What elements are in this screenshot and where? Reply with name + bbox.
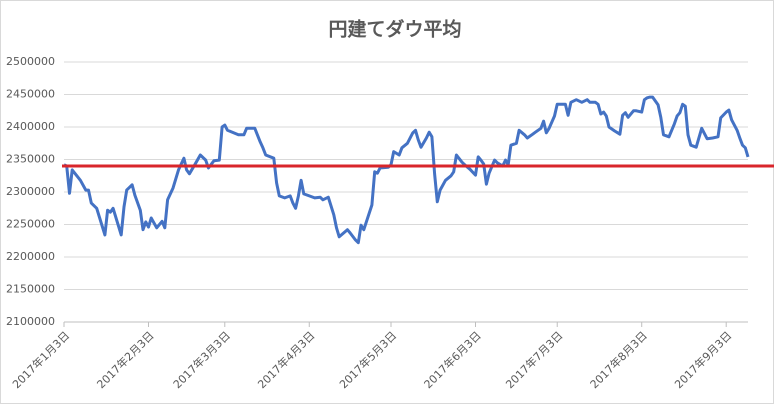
y-tick-label: 2200000 [6,250,55,263]
chart-title: 円建てダウ平均 [328,18,461,41]
y-tick-label: 2100000 [6,315,55,328]
y-tick-label: 2400000 [6,120,55,133]
y-tick-label: 2250000 [6,218,55,231]
y-tick-label: 2450000 [6,88,55,101]
y-tick-label: 2350000 [6,153,55,166]
y-tick-label: 2300000 [6,185,55,198]
y-tick-label: 2150000 [6,283,55,296]
line-series [63,95,750,245]
y-tick-label: 2500000 [6,55,55,68]
